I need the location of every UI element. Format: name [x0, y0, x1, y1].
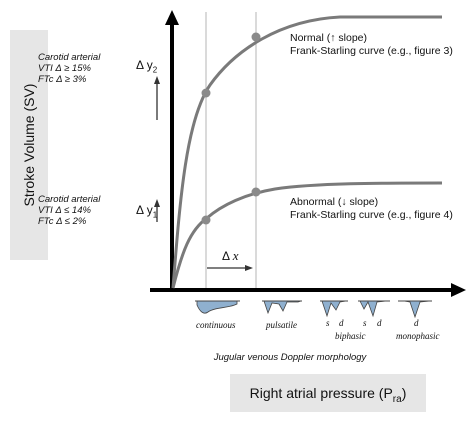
- y-axis-label-box: [10, 30, 48, 260]
- monophasic-waveform: [398, 300, 432, 319]
- abnormal-curve-label-line2: Frank-Starling curve (e.g., figure 4): [290, 209, 453, 221]
- normal-curve-label: Normal (↑ slope) Frank-Starling curve (e…: [290, 32, 453, 58]
- y-axis-arrowhead: [165, 10, 179, 25]
- biphasic-d-label-1: d: [339, 318, 344, 328]
- biphasic-waveform-2: [358, 300, 390, 318]
- lower-note-line2: VTI Δ ≤ 14%: [38, 205, 91, 216]
- continuous-label: continuous: [196, 320, 236, 330]
- lower-note-line3: FTc Δ ≤ 2%: [38, 216, 87, 227]
- upper-note-line2: VTI Δ ≥ 15%: [38, 63, 91, 74]
- normal-frank-starling-curve: [171, 15, 442, 289]
- abnormal-curve-label: Abnormal (↓ slope) Frank-Starling curve …: [290, 196, 453, 222]
- y-axis-label: Stroke Volume (SV): [21, 83, 37, 207]
- abnormal-curve-point-low: [201, 215, 211, 225]
- morphology-caption: Jugular venous Doppler morphology: [213, 352, 367, 363]
- normal-curve-point-high: [251, 32, 261, 42]
- normal-curve-label-line2: Frank-Starling curve (e.g., figure 3): [290, 45, 453, 57]
- delta-y2-label: Δ y2: [136, 58, 158, 75]
- x-axis-label-box: Right atrial pressure (Pra): [230, 374, 426, 412]
- monophasic-d-label: d: [414, 318, 419, 328]
- normal-curve-point-low: [201, 88, 211, 98]
- upper-note-line3: FTc Δ ≥ 3%: [38, 74, 87, 85]
- delta-y1-label: Δ y1: [136, 203, 158, 220]
- upper-note-line1: Carotid arterial: [38, 52, 101, 63]
- biphasic-d-label-2: d: [377, 318, 382, 328]
- biphasic-waveform-1: [320, 300, 348, 318]
- normal-curve-label-line1: Normal (↑ slope): [290, 32, 368, 44]
- lower-carotid-note: Carotid arterial VTI Δ ≤ 14% FTc Δ ≤ 2%: [38, 194, 100, 227]
- monophasic-label: monophasic: [396, 331, 440, 341]
- upper-carotid-note: Carotid arterial VTI Δ ≥ 15% FTc Δ ≥ 3%: [38, 52, 100, 85]
- abnormal-curve-label-line1: Abnormal (↓ slope): [290, 196, 379, 208]
- delta-x-arrowhead: [245, 265, 253, 271]
- delta-y1-arrowhead: [154, 199, 160, 207]
- abnormal-curve-point-high: [251, 187, 261, 197]
- lower-note-line1: Carotid arterial: [38, 194, 101, 205]
- delta-y2-arrowhead: [154, 76, 160, 84]
- biphasic-s-label-1: s: [326, 318, 330, 328]
- pulsatile-waveform: [262, 300, 302, 315]
- x-axis-label: Right atrial pressure (Pra): [249, 385, 407, 405]
- biphasic-label: biphasic: [335, 331, 366, 341]
- x-axis-arrowhead: [451, 283, 466, 297]
- pulsatile-label: pulsatile: [266, 320, 297, 330]
- continuous-waveform: [195, 300, 240, 314]
- biphasic-s-label-2: s: [363, 318, 367, 328]
- delta-x-label: Δ x: [222, 248, 239, 263]
- abnormal-frank-starling-curve: [171, 181, 443, 289]
